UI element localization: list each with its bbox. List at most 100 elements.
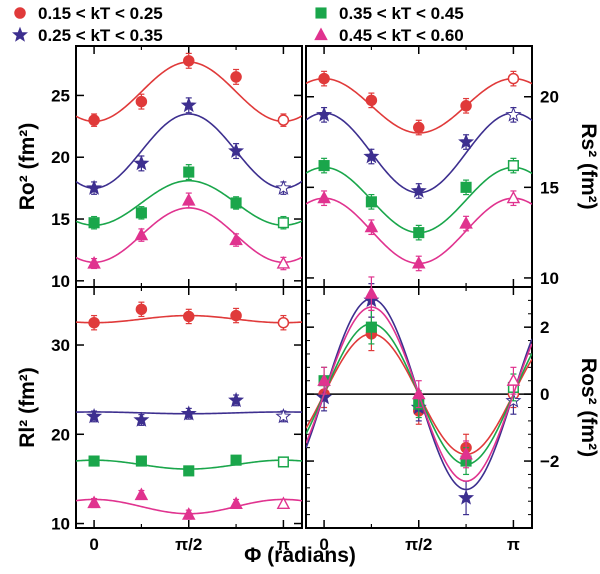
- data-point: [507, 160, 519, 172]
- series-red: [76, 301, 302, 331]
- fit-curve: [306, 166, 532, 234]
- data-point: [316, 389, 333, 405]
- data-point: [413, 227, 425, 239]
- y-tick-label: 20: [51, 425, 70, 444]
- legend-item: 0.25 < kT < 0.35: [12, 26, 163, 45]
- legend-label: 0.25 < kT < 0.35: [38, 26, 163, 45]
- data-point: [88, 316, 100, 329]
- data-point: [88, 114, 100, 126]
- data-point: [87, 495, 101, 509]
- data-point: [134, 227, 149, 241]
- data-point: [230, 197, 242, 209]
- data-point: [458, 489, 475, 505]
- x-tick-label: 0: [319, 535, 328, 554]
- y-tick-label: 20: [51, 148, 70, 167]
- legend-item: 0.35 < kT < 0.45: [315, 4, 464, 23]
- data-point: [411, 255, 426, 269]
- data-point: [460, 181, 472, 193]
- data-point: [410, 182, 427, 198]
- data-point: [180, 405, 197, 421]
- x-tick-label: π/2: [175, 535, 202, 554]
- y-tick-label: 25: [51, 86, 70, 105]
- y-tick-label: 10: [51, 272, 70, 291]
- series-magenta: [76, 487, 302, 520]
- y-axis-label: Rl² (fm²): [16, 367, 39, 447]
- y-tick-label: 15: [51, 210, 70, 229]
- data-point: [318, 160, 330, 172]
- data-point: [317, 373, 331, 386]
- data-point: [228, 142, 245, 158]
- data-point: [275, 408, 292, 424]
- legend-marker: [14, 7, 26, 19]
- data-point: [507, 72, 520, 85]
- data-point: [363, 148, 380, 164]
- fit-curve: [76, 113, 302, 189]
- series-green: [76, 454, 302, 477]
- y-axis-label: Ro² (fm²): [16, 123, 39, 210]
- legend: 0.15 < kT < 0.25 0.35 < kT < 0.45 0.25 < k…: [12, 4, 464, 45]
- data-point: [277, 114, 290, 126]
- legend-label: 0.45 < kT < 0.60: [339, 26, 464, 45]
- data-point: [277, 217, 289, 229]
- series-red: [76, 52, 302, 127]
- series-blue: [76, 391, 302, 427]
- y-tick-label: 15: [540, 178, 559, 197]
- legend-label: 0.35 < kT < 0.45: [339, 4, 464, 23]
- panel-bottom-right: −2 0 2 Ros² (fm²) 0 π/2 π: [305, 276, 600, 554]
- y-tick-label: 20: [540, 88, 559, 107]
- x-tick-label: π: [507, 535, 520, 554]
- data-point: [135, 455, 147, 467]
- data-point: [87, 256, 101, 269]
- data-point: [458, 133, 475, 149]
- data-point: [276, 256, 291, 269]
- series-green: [76, 164, 302, 230]
- series-blue: [76, 96, 302, 195]
- fit-curve: [76, 207, 302, 264]
- legend-marker: [315, 7, 327, 19]
- series-red: [306, 70, 532, 136]
- data-point: [364, 286, 379, 299]
- y-axis-label: Ros² (fm²): [577, 358, 600, 457]
- x-tick-label: π/2: [405, 535, 432, 554]
- data-point: [316, 106, 333, 122]
- x-tick-label: π: [277, 535, 290, 554]
- data-point: [183, 465, 195, 477]
- series-green: [306, 157, 532, 241]
- y-tick-label: −2: [540, 452, 559, 471]
- legend-marker: [12, 26, 28, 42]
- data-point: [365, 321, 377, 333]
- data-point: [506, 373, 521, 386]
- data-point: [134, 487, 149, 501]
- data-point: [230, 309, 242, 322]
- data-point: [183, 166, 195, 178]
- data-point: [86, 179, 103, 195]
- data-point: [86, 408, 103, 424]
- data-point: [88, 455, 100, 467]
- data-point: [181, 193, 196, 206]
- fit-curve: [76, 179, 302, 227]
- y-tick-label: 0: [540, 385, 549, 404]
- data-point: [364, 219, 379, 233]
- series-blue: [306, 106, 532, 199]
- x-tick-label: 0: [89, 535, 98, 554]
- data-point: [230, 454, 242, 466]
- y-tick-label: 2: [540, 318, 549, 337]
- data-point: [276, 496, 291, 509]
- y-tick-label: 10: [51, 515, 70, 534]
- data-point: [365, 94, 378, 107]
- data-point: [318, 72, 330, 85]
- panel-top-left: 10 15 20 25 Ro² (fm²): [16, 45, 303, 291]
- data-point: [88, 217, 100, 229]
- data-point: [506, 190, 521, 204]
- data-point: [275, 179, 292, 195]
- legend-marker: [314, 27, 328, 41]
- series-magenta: [306, 190, 532, 272]
- data-point: [180, 96, 197, 113]
- data-point: [133, 411, 150, 427]
- y-axis-label: Rs² (fm²): [577, 123, 600, 209]
- data-point: [133, 155, 150, 171]
- legend-label: 0.15 < kT < 0.25: [38, 4, 163, 23]
- data-point: [228, 391, 245, 408]
